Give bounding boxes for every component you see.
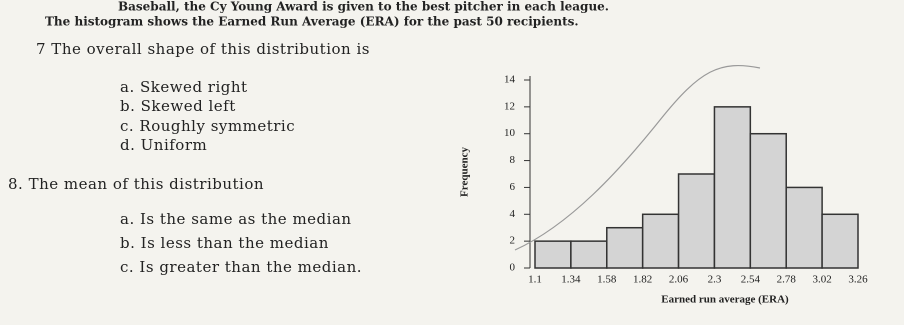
x-tick-label: 2.78 [777, 274, 797, 286]
x-tick-label: 2.06 [669, 274, 689, 286]
x-axis-label: Earned run average (ERA) [661, 294, 789, 306]
option: b. Skewed left [120, 97, 236, 115]
bar [534, 240, 572, 269]
y-tick-label: 2 [510, 235, 516, 247]
bar [606, 226, 644, 269]
y-tick-label: 0 [510, 262, 516, 274]
bar [713, 106, 752, 269]
sketch-curve [514, 65, 761, 251]
option: d. Uniform [120, 136, 207, 154]
y-tick-label: 8 [510, 154, 516, 166]
option: a. Skewed right [120, 78, 248, 96]
question: 7 The overall shape of this distribution… [36, 40, 370, 58]
header-line: The histogram shows the Earned Run Avera… [45, 15, 579, 29]
bar [677, 173, 716, 269]
x-tick-label: 2.3 [708, 274, 722, 286]
bar [785, 186, 823, 269]
x-tick-label: 3.02 [812, 274, 831, 286]
question: 8. The mean of this distribution [8, 175, 264, 193]
y-axis-label: Frequency [459, 147, 471, 197]
x-tick-label: 1.82 [633, 274, 652, 286]
y-tick-label: 6 [510, 181, 516, 193]
x-tick-label: 1.1 [528, 274, 542, 286]
option: a. Is the same as the median [120, 210, 352, 228]
y-tick-label: 4 [510, 208, 516, 220]
option: c. Is greater than the median. [120, 258, 362, 276]
bar [821, 213, 859, 269]
option: c. Roughly symmetric [120, 117, 295, 135]
x-tick-label: 1.58 [597, 274, 617, 286]
x-tick-label: 2.54 [741, 274, 761, 286]
x-tick-label: 1.34 [561, 274, 581, 286]
x-tick-label: 3.26 [848, 274, 868, 286]
bar [749, 132, 787, 269]
bar [570, 240, 608, 269]
y-tick-label: 12 [504, 100, 515, 112]
y-tick-label: 14 [504, 74, 516, 86]
header-line: Baseball, the Cy Young Award is given to… [118, 0, 609, 14]
bar [641, 213, 680, 269]
y-tick-label: 10 [504, 127, 516, 139]
option: b. Is less than the median [120, 234, 329, 252]
